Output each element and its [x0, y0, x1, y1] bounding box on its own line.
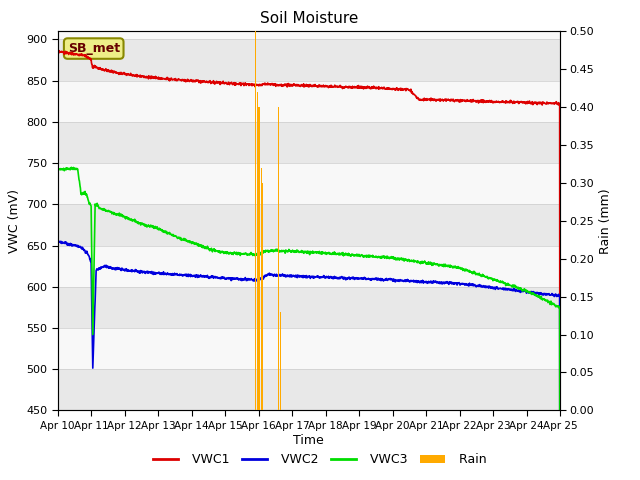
Bar	[58, 287, 560, 328]
Title: Soil Moisture: Soil Moisture	[260, 11, 358, 26]
Bar	[262, 183, 263, 410]
Y-axis label: VWC (mV): VWC (mV)	[8, 189, 20, 253]
Bar	[58, 39, 560, 81]
Y-axis label: Rain (mm): Rain (mm)	[599, 188, 612, 253]
Bar	[58, 328, 560, 369]
Bar	[278, 107, 279, 410]
Legend:  VWC1,  VWC2,  VWC3,  Rain: VWC1, VWC2, VWC3, Rain	[148, 448, 492, 471]
Bar	[58, 81, 560, 122]
Bar	[261, 168, 262, 410]
Bar	[58, 163, 560, 204]
Bar	[276, 342, 277, 410]
Bar	[58, 246, 560, 287]
Bar	[58, 369, 560, 410]
Bar	[255, 31, 256, 410]
Bar	[58, 0, 560, 39]
Text: SB_met: SB_met	[68, 42, 120, 55]
Bar	[258, 107, 259, 410]
Bar	[259, 107, 260, 410]
Bar	[58, 122, 560, 163]
Bar	[58, 204, 560, 246]
X-axis label: Time: Time	[293, 433, 324, 446]
Bar	[280, 312, 281, 410]
Bar	[257, 92, 258, 410]
